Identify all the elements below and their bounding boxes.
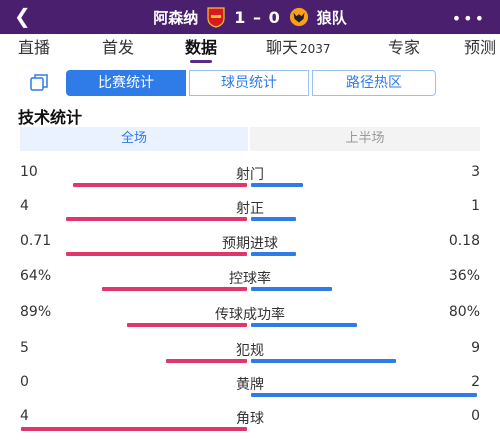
tab-prediction[interactable]: 预测 <box>464 34 500 64</box>
stat-row-yellow-cards: 0 黄牌 2 <box>0 374 500 408</box>
stat-away-value: 36% <box>448 268 480 284</box>
stat-away-value: 2 <box>471 374 480 390</box>
half-full-match[interactable]: 全场 <box>20 127 248 151</box>
away-bar <box>251 252 296 256</box>
stat-row-possession: 64% 控球率 36% <box>0 268 500 302</box>
tab-chat-label: 聊天 <box>266 38 299 57</box>
arsenal-crest-icon <box>207 7 225 28</box>
section-title: 技术统计 <box>18 108 83 127</box>
stat-away-value: 0 <box>471 408 480 424</box>
stat-label: 犯规 <box>236 343 264 359</box>
stat-away-value: 1 <box>471 198 480 214</box>
stat-away-value: 3 <box>471 164 480 180</box>
tab-prediction-label: 预测 <box>464 38 497 57</box>
home-bar <box>73 183 247 187</box>
tab-lineup[interactable]: 首发 <box>102 34 134 64</box>
tab-data-label: 数据 <box>185 38 218 57</box>
stat-row-corners: 4 角球 0 <box>0 408 500 440</box>
segment-player-stats[interactable]: 球员统计 <box>189 70 309 96</box>
score: 1 – 0 <box>234 7 281 27</box>
stat-row-shots-on-target: 4 射正 1 <box>0 198 500 232</box>
more-dots-icon[interactable]: ••• <box>451 9 486 28</box>
stat-away-value: 0.18 <box>448 233 480 249</box>
stat-home-value: 0 <box>20 374 29 390</box>
tab-live[interactable]: 直播 <box>18 34 50 64</box>
stat-label: 射正 <box>236 201 264 217</box>
compare-icon[interactable] <box>28 73 50 93</box>
tab-bar: 直播 首发 数据 聊天 2037 专家 预测 <box>0 34 500 64</box>
stat-label: 控球率 <box>229 271 271 287</box>
back-arrow-icon[interactable]: ❮ <box>14 4 31 28</box>
stat-home-value: 64% <box>20 268 52 284</box>
stat-home-value: 4 <box>20 198 29 214</box>
stats-segment-control: 比赛统计 球员统计 路径热区 <box>0 70 500 96</box>
tab-expert-label: 专家 <box>388 38 421 57</box>
tab-expert[interactable]: 专家 <box>388 34 420 64</box>
stat-label: 角球 <box>236 411 264 427</box>
stat-home-value: 0.71 <box>20 233 52 249</box>
match-header: ❮ 阿森纳 1 – 0 狼队 ••• <box>0 0 500 34</box>
away-bar <box>251 359 396 363</box>
away-bar <box>251 217 296 221</box>
home-bar <box>102 287 247 291</box>
stat-row-fouls: 5 犯规 9 <box>0 340 500 374</box>
home-bar <box>66 217 247 221</box>
active-tab-indicator <box>190 60 212 63</box>
away-bar <box>251 287 332 291</box>
home-team-name: 阿森纳 <box>153 8 199 27</box>
stat-label: 射门 <box>236 167 264 183</box>
home-bar <box>127 323 247 327</box>
away-bar <box>251 183 303 187</box>
tab-live-label: 直播 <box>18 38 51 57</box>
tab-chat[interactable]: 聊天 2037 <box>266 34 331 64</box>
stat-row-pass-accuracy: 89% 传球成功率 80% <box>0 304 500 338</box>
stat-home-value: 89% <box>20 304 52 320</box>
stat-away-value: 9 <box>471 340 480 356</box>
stat-row-shots: 10 射门 3 <box>0 164 500 198</box>
stat-label: 传球成功率 <box>215 307 285 323</box>
stat-away-value: 80% <box>448 304 480 320</box>
stat-label: 预期进球 <box>222 236 278 252</box>
stat-home-value: 5 <box>20 340 29 356</box>
home-bar <box>21 427 247 431</box>
away-team-name: 狼队 <box>316 8 347 27</box>
stat-label: 黄牌 <box>236 377 264 393</box>
tab-data[interactable]: 数据 <box>185 34 217 64</box>
segment-match-stats[interactable]: 比赛统计 <box>66 70 186 96</box>
wolves-crest-icon <box>289 7 308 27</box>
away-bar <box>251 323 357 327</box>
half-first-half[interactable]: 上半场 <box>250 127 480 151</box>
tab-lineup-label: 首发 <box>102 38 135 57</box>
stat-row-xg: 0.71 预期进球 0.18 <box>0 233 500 267</box>
away-bar <box>251 393 477 397</box>
match-scoreline: 阿森纳 1 – 0 狼队 <box>0 0 500 34</box>
tab-chat-count: 2037 <box>300 42 331 56</box>
segment-heat-map[interactable]: 路径热区 <box>312 70 436 96</box>
home-bar <box>66 252 247 256</box>
stat-home-value: 10 <box>20 164 38 180</box>
stat-home-value: 4 <box>20 408 29 424</box>
home-bar <box>166 359 247 363</box>
